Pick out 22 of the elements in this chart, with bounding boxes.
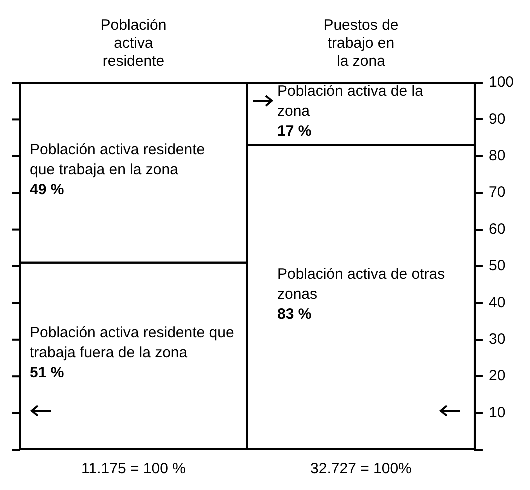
y-tick-label: 80 bbox=[488, 148, 506, 165]
data-label: 49 % bbox=[30, 182, 64, 199]
text: 11.175 = 100 % bbox=[82, 460, 186, 478]
series-label: Población activa de la zona bbox=[277, 82, 424, 120]
x-tick-label: Puestos de trabajo en la zona bbox=[324, 17, 399, 70]
x-tick-label: Población activa residente bbox=[100, 17, 167, 70]
y-tick-label: 20 bbox=[488, 368, 506, 385]
data-label: 51 % bbox=[30, 364, 64, 382]
y-tick-label: 60 bbox=[488, 220, 506, 238]
y-tick-label: 50 bbox=[488, 258, 506, 275]
series-label: Población activa residente que trabaja en la zona bbox=[30, 142, 206, 179]
data-label: 17 % bbox=[277, 122, 312, 140]
text: 32.727 = 100% bbox=[310, 460, 412, 478]
y-tick-label: 30 bbox=[488, 331, 506, 348]
y-tick-label: 40 bbox=[488, 294, 506, 312]
data-label: 83 % bbox=[277, 306, 312, 323]
y-tick-label: 90 bbox=[488, 110, 506, 128]
y-tick-label: 70 bbox=[488, 184, 506, 202]
series-label: Población activa de otras zonas bbox=[277, 266, 446, 303]
y-tick-label: 10 bbox=[488, 404, 506, 422]
series-label: Población activa residente que trabaja fuera de la zona bbox=[30, 324, 234, 362]
y-tick-label: 100 bbox=[488, 74, 514, 92]
